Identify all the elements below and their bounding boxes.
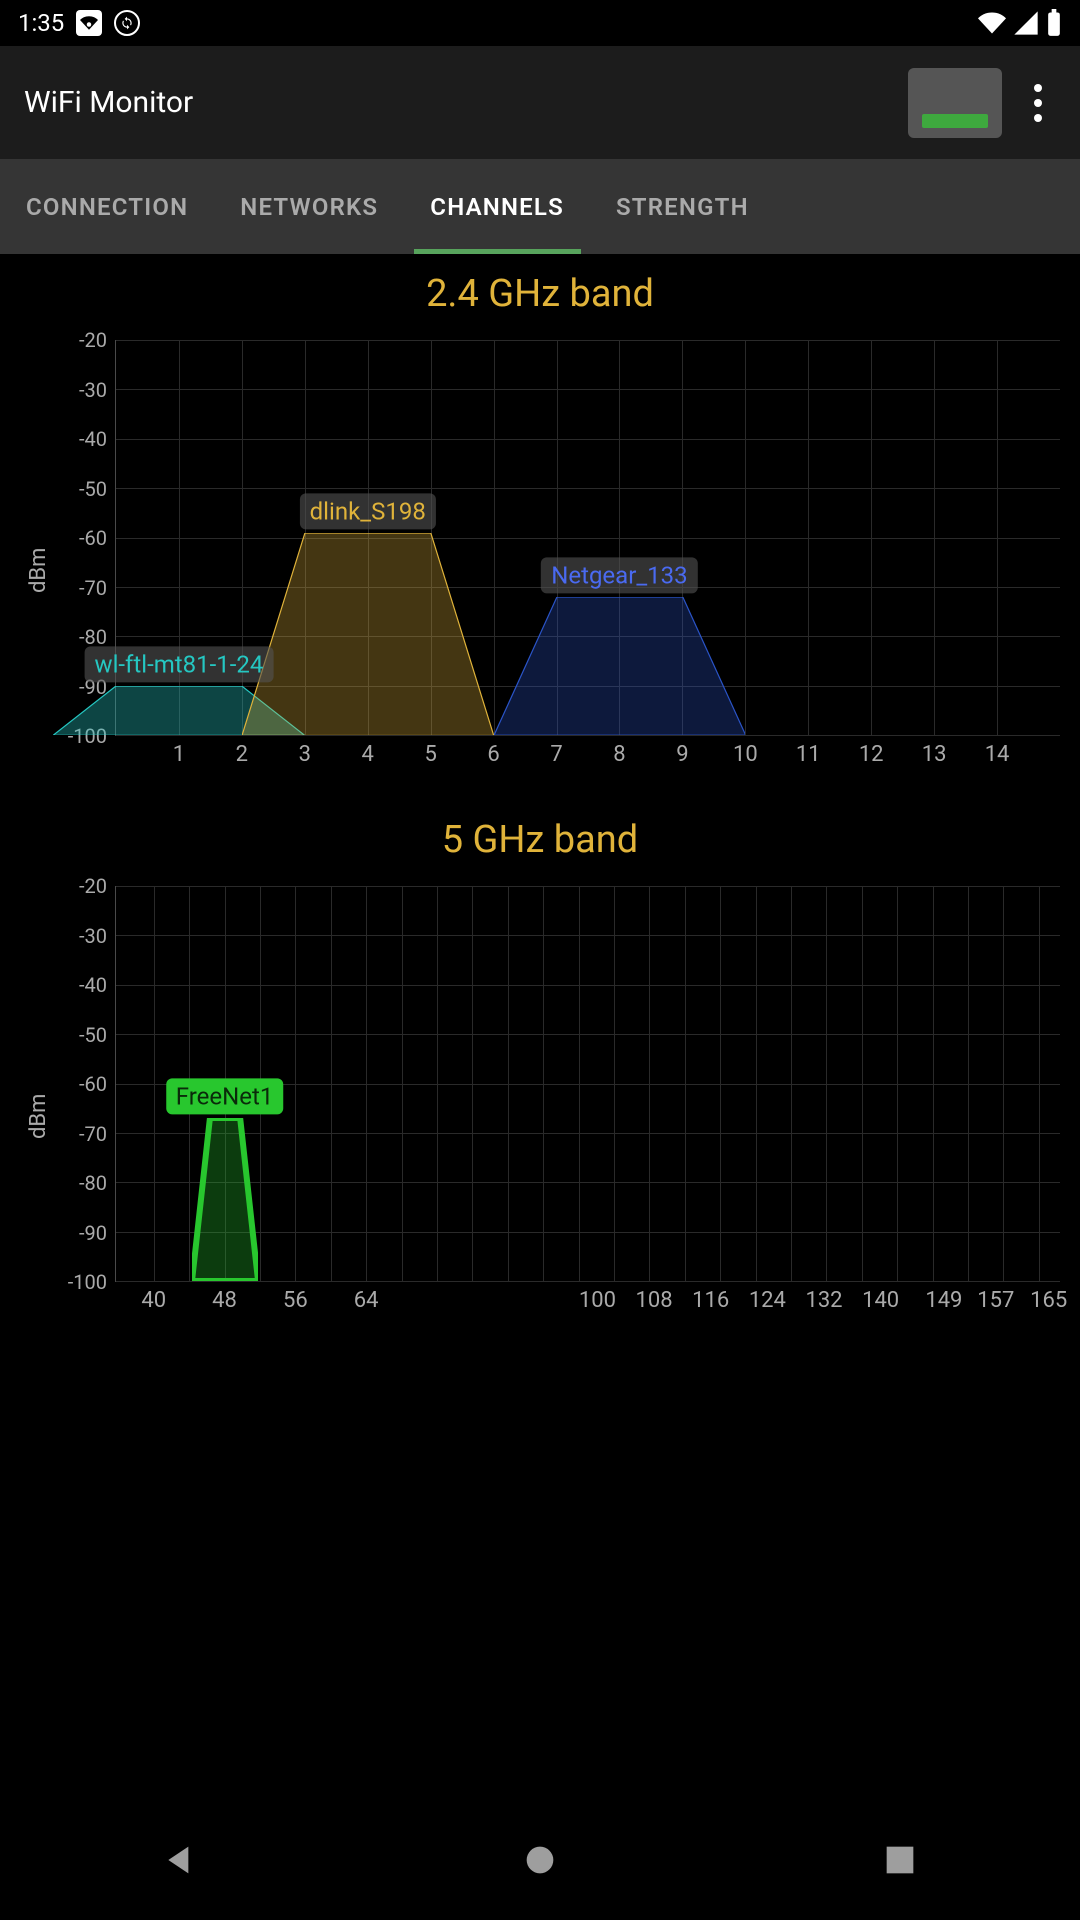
ytick: -60 xyxy=(79,528,115,548)
content: 2.4 GHz band dBm -20 -30 -40 -50 -60 -70 -80 -9… xyxy=(0,254,1080,1346)
wifi-icon xyxy=(978,9,1006,37)
status-right xyxy=(978,9,1062,37)
ytick: -30 xyxy=(79,926,115,946)
ytick: -40 xyxy=(79,429,115,449)
nav-back-button[interactable] xyxy=(160,1840,200,1880)
cell-signal-icon xyxy=(1012,9,1040,37)
battery-icon xyxy=(1046,9,1062,37)
chart-area-5[interactable]: 40485664100108116124132140149157165 Free… xyxy=(115,886,1060,1282)
ytick: -70 xyxy=(79,578,115,598)
ytick: -30 xyxy=(79,380,115,400)
ytick: -70 xyxy=(79,1124,115,1144)
plot-24: -20-30-40-50-60-70-80-90-100 12345678910… xyxy=(57,340,1060,800)
xtick: 100 xyxy=(579,1288,616,1313)
chart-section-24ghz: 2.4 GHz band dBm -20-30-40-50-60-70-80-9… xyxy=(20,272,1060,800)
xtick: 4 xyxy=(362,742,374,767)
ylabel-5: dBm xyxy=(20,886,57,1346)
sync-icon xyxy=(114,10,140,36)
xtick: 10 xyxy=(733,742,758,767)
ytick: -100 xyxy=(68,1272,115,1292)
tab-networks[interactable]: NETWORKS xyxy=(214,159,404,254)
app-bar: WiFi Monitor xyxy=(0,46,1080,159)
network-shape xyxy=(192,1118,258,1281)
yticks-5: -20-30-40-50-60-70-80-90-100 xyxy=(57,886,115,1282)
xtick: 12 xyxy=(859,742,884,767)
xtick: 40 xyxy=(141,1288,166,1313)
xtick: 165 xyxy=(1030,1288,1067,1313)
chart-title-5: 5 GHz band xyxy=(20,818,1060,862)
status-time: 1:35 xyxy=(18,9,64,37)
xtick: 3 xyxy=(299,742,311,767)
ytick: -20 xyxy=(79,330,115,350)
xticks-24: 1234567891011121314 xyxy=(116,742,1060,772)
xtick: 14 xyxy=(985,742,1010,767)
ytick: -50 xyxy=(79,1025,115,1045)
nav-home-button[interactable] xyxy=(520,1840,560,1880)
app-actions xyxy=(908,68,1056,138)
ylabel-24: dBm xyxy=(20,340,57,800)
network-label: Netgear_133 xyxy=(541,557,697,593)
xtick: 64 xyxy=(354,1288,379,1313)
nav-recent-button[interactable] xyxy=(880,1840,920,1880)
ytick: -90 xyxy=(79,1223,115,1243)
xtick: 8 xyxy=(613,742,625,767)
tab-strength[interactable]: STRENGTH xyxy=(590,159,775,254)
xtick: 13 xyxy=(922,742,947,767)
status-left: 1:35 xyxy=(18,9,140,37)
status-bar: 1:35 xyxy=(0,0,1080,46)
nav-bar xyxy=(0,1800,1080,1920)
network-shape xyxy=(494,597,746,735)
app-title: WiFi Monitor xyxy=(24,85,193,120)
xticks-5: 40485664100108116124132140149157165 xyxy=(116,1288,1060,1318)
xtick: 140 xyxy=(862,1288,899,1313)
tab-connection[interactable]: CONNECTION xyxy=(0,159,214,254)
ytick: -20 xyxy=(79,876,115,896)
xtick: 116 xyxy=(692,1288,729,1313)
xtick: 149 xyxy=(925,1288,962,1313)
ytick: -60 xyxy=(79,1074,115,1094)
chart-wrap-24: dBm -20-30-40-50-60-70-80-90-100 1234567… xyxy=(20,340,1060,800)
xtick: 48 xyxy=(212,1288,237,1313)
network-label: dlink_S198 xyxy=(300,493,436,529)
chart-wrap-5: dBm -20-30-40-50-60-70-80-90-100 4048566… xyxy=(20,886,1060,1346)
more-menu-button[interactable] xyxy=(1020,84,1056,122)
chart-section-5ghz: 5 GHz band dBm -20 -30 -40 -50 -60 -70 -80 -90 -… xyxy=(20,818,1060,1346)
ytick: -40 xyxy=(79,975,115,995)
network-label: FreeNet1 xyxy=(166,1078,284,1114)
network-label: wl-ftl-mt81-1-24 xyxy=(85,646,274,682)
tab-channels[interactable]: CHANNELS xyxy=(404,159,590,254)
xtick: 7 xyxy=(550,742,562,767)
chart-title-24: 2.4 GHz band xyxy=(20,272,1060,316)
xtick: 6 xyxy=(487,742,499,767)
chart-view-button[interactable] xyxy=(908,68,1002,138)
chart-area-24[interactable]: 1234567891011121314 wl-ftl-mt81-1-24dlin… xyxy=(115,340,1060,736)
xtick: 124 xyxy=(749,1288,786,1313)
xtick: 5 xyxy=(424,742,436,767)
xtick: 56 xyxy=(283,1288,308,1313)
xtick: 108 xyxy=(636,1288,673,1313)
xtick: 157 xyxy=(977,1288,1014,1313)
xtick: 132 xyxy=(805,1288,842,1313)
network-shape xyxy=(242,533,494,735)
plot-5: -20-30-40-50-60-70-80-90-100 40485664100… xyxy=(57,886,1060,1346)
ytick: -80 xyxy=(79,1173,115,1193)
xtick: 11 xyxy=(796,742,821,767)
ytick: -50 xyxy=(79,479,115,499)
ytick: -80 xyxy=(79,627,115,647)
tab-bar: CONNECTIONNETWORKSCHANNELSSTRENGTH xyxy=(0,159,1080,254)
xtick: 2 xyxy=(236,742,248,767)
xtick: 1 xyxy=(173,742,185,767)
xtick: 9 xyxy=(676,742,688,767)
wifi-signal-icon xyxy=(76,10,102,36)
